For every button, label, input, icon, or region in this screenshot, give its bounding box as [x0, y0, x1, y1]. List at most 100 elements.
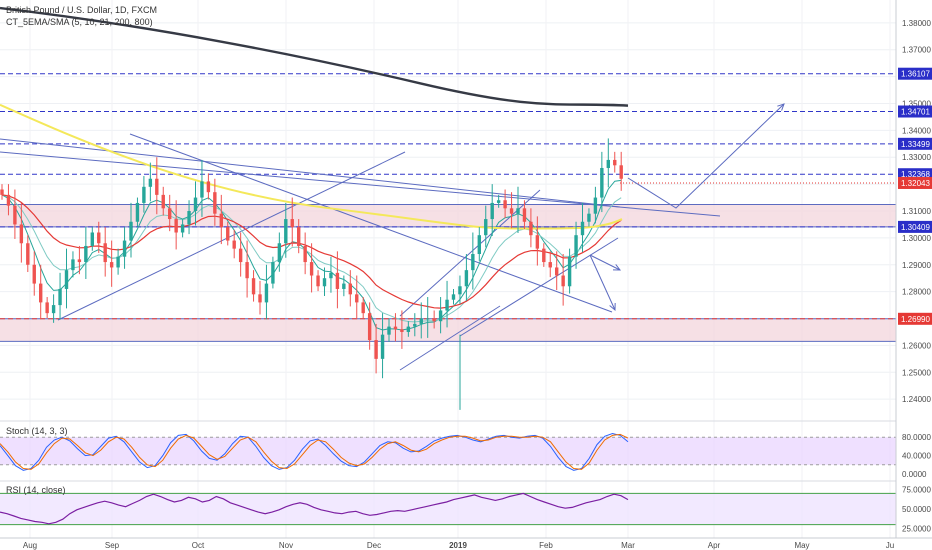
candle-body[interactable]	[503, 200, 507, 209]
candle-body[interactable]	[451, 294, 456, 300]
candle-body[interactable]	[600, 167, 604, 198]
candle-body[interactable]	[367, 313, 372, 341]
candle-body[interactable]	[509, 208, 514, 214]
candle-body[interactable]	[490, 202, 494, 220]
candle-body[interactable]	[19, 224, 24, 244]
candle-body[interactable]	[303, 245, 307, 263]
candle-body[interactable]	[522, 208, 527, 222]
candle-body[interactable]	[484, 219, 488, 236]
candle-body[interactable]	[580, 221, 585, 236]
candle-body[interactable]	[567, 256, 572, 287]
candlesticks[interactable]	[0, 138, 623, 410]
candle-body[interactable]	[84, 245, 88, 263]
candle-body[interactable]	[374, 340, 378, 359]
candle-body[interactable]	[361, 302, 365, 314]
candle-body[interactable]	[206, 181, 211, 193]
candle-body[interactable]	[13, 205, 17, 225]
candle-body[interactable]	[213, 192, 217, 214]
candle-body[interactable]	[109, 262, 114, 268]
trend-line[interactable]	[459, 237, 619, 337]
candle-body[interactable]	[71, 259, 75, 271]
candle-body[interactable]	[148, 178, 153, 187]
projection-arrow-down[interactable]	[589, 254, 616, 311]
trend-line[interactable]	[57, 151, 406, 321]
projection-arrows[interactable]	[589, 103, 785, 312]
candle-body[interactable]	[387, 326, 391, 335]
trend-line[interactable]	[129, 133, 613, 313]
candle-body[interactable]	[593, 197, 598, 214]
candle-body[interactable]	[284, 219, 288, 244]
candle-body[interactable]	[6, 194, 11, 206]
trend-line[interactable]	[0, 151, 721, 217]
candle-body[interactable]	[342, 283, 346, 289]
candle-body[interactable]	[464, 270, 469, 287]
candle-body[interactable]	[251, 278, 256, 295]
candle-body[interactable]	[535, 235, 540, 249]
candle-body[interactable]	[32, 264, 36, 284]
candle-body[interactable]	[432, 318, 436, 322]
candle-body[interactable]	[58, 288, 62, 306]
stochastic-panel[interactable]	[0, 432, 896, 471]
candle-body[interactable]	[290, 219, 294, 228]
candle-body[interactable]	[39, 283, 43, 303]
candle-body[interactable]	[77, 259, 82, 263]
candle-body[interactable]	[155, 178, 159, 195]
candle-body[interactable]	[297, 227, 301, 246]
candle-body[interactable]	[271, 262, 275, 284]
candle-body[interactable]	[335, 272, 340, 289]
candle-body[interactable]	[51, 305, 56, 314]
candle-body[interactable]	[574, 235, 578, 257]
candle-body[interactable]	[380, 334, 385, 359]
candle-body[interactable]	[393, 326, 398, 330]
candle-body[interactable]	[458, 286, 462, 295]
candle-body[interactable]	[116, 256, 120, 268]
candle-body[interactable]	[426, 318, 430, 320]
candle-body[interactable]	[258, 294, 262, 303]
candle-body[interactable]	[0, 189, 4, 195]
candle-body[interactable]	[587, 213, 591, 222]
rsi-panel[interactable]	[0, 492, 896, 526]
candle-body[interactable]	[329, 272, 333, 279]
candle-body[interactable]	[64, 270, 69, 289]
candle-body[interactable]	[406, 326, 411, 332]
candle-body[interactable]	[413, 323, 417, 327]
trend-line[interactable]	[399, 305, 501, 371]
candle-body[interactable]	[97, 232, 101, 244]
candle-body[interactable]	[309, 262, 314, 276]
candle-body[interactable]	[529, 221, 533, 236]
candle-body[interactable]	[45, 302, 49, 314]
candle-body[interactable]	[438, 310, 443, 322]
candle-body[interactable]	[400, 329, 404, 332]
candle-body[interactable]	[187, 211, 191, 225]
candle-body[interactable]	[26, 243, 30, 265]
candle-body[interactable]	[232, 240, 236, 249]
candle-body[interactable]	[180, 224, 185, 233]
candle-body[interactable]	[129, 221, 133, 241]
candle-body[interactable]	[90, 232, 94, 246]
price-axis[interactable]	[896, 0, 932, 538]
candle-body[interactable]	[200, 181, 204, 198]
candle-body[interactable]	[496, 200, 501, 203]
rsi-line[interactable]	[0, 492, 629, 525]
candle-body[interactable]	[161, 194, 165, 209]
stoch-line-d[interactable]	[0, 433, 629, 470]
candle-body[interactable]	[168, 208, 172, 220]
candle-body[interactable]	[174, 219, 178, 233]
projection-arrow-up[interactable]	[589, 254, 621, 271]
candle-body[interactable]	[471, 254, 475, 271]
candle-body[interactable]	[122, 240, 127, 257]
candle-body[interactable]	[277, 243, 282, 263]
candle-body[interactable]	[135, 202, 140, 222]
candle-body[interactable]	[245, 262, 249, 279]
candle-body[interactable]	[477, 235, 481, 255]
trend-drawings[interactable]	[0, 133, 721, 371]
candle-body[interactable]	[142, 186, 146, 203]
candle-body[interactable]	[238, 248, 243, 263]
candle-body[interactable]	[226, 227, 230, 241]
candle-body[interactable]	[264, 283, 269, 303]
candle-body[interactable]	[355, 294, 359, 303]
candle-body[interactable]	[606, 159, 610, 168]
candle-body[interactable]	[193, 197, 198, 211]
candle-body[interactable]	[613, 159, 617, 166]
